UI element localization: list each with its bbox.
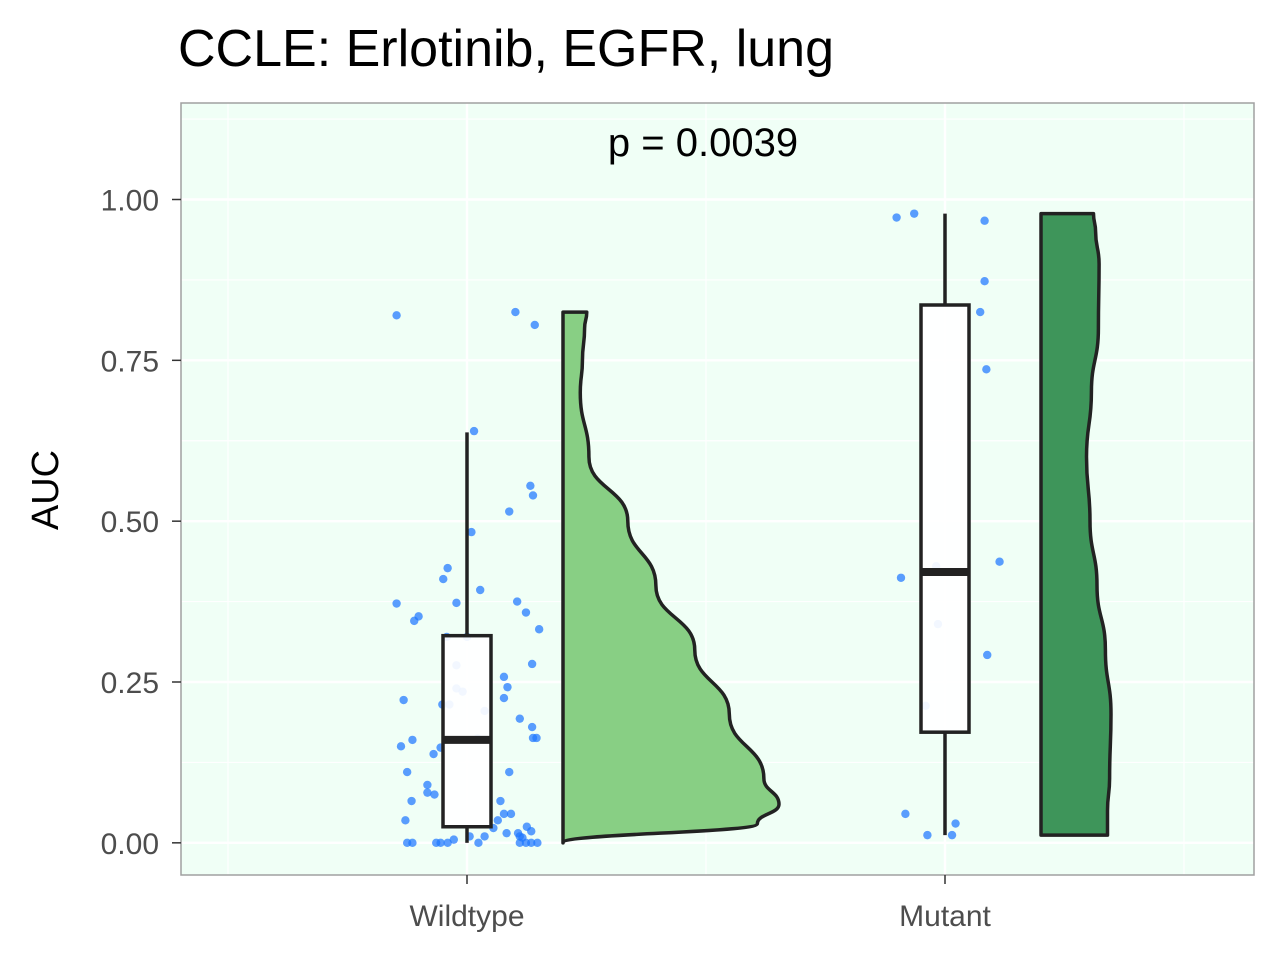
x-tick-label: Mutant bbox=[899, 900, 991, 933]
data-point bbox=[980, 277, 989, 286]
data-point bbox=[396, 742, 406, 751]
data-point bbox=[947, 830, 957, 840]
data-point bbox=[436, 838, 445, 848]
y-axis-label: AUC bbox=[25, 450, 67, 530]
data-point bbox=[505, 767, 514, 777]
data-point bbox=[496, 796, 505, 806]
data-point bbox=[443, 563, 452, 573]
data-point bbox=[995, 557, 1004, 566]
data-point bbox=[982, 365, 991, 374]
chart-title: CCLE: Erlotinib, EGFR, lung bbox=[178, 20, 834, 78]
p-value-annotation: p = 0.0039 bbox=[608, 121, 798, 165]
data-point bbox=[896, 573, 906, 582]
data-point bbox=[399, 695, 408, 705]
data-point bbox=[480, 832, 489, 841]
data-point bbox=[506, 809, 516, 819]
data-point bbox=[402, 767, 412, 777]
data-point bbox=[534, 625, 544, 634]
group-wildtype bbox=[392, 307, 781, 848]
y-tick-label: 0.50 bbox=[101, 506, 159, 539]
data-point bbox=[392, 599, 401, 608]
data-point bbox=[533, 838, 542, 848]
data-point bbox=[439, 574, 448, 584]
data-point bbox=[980, 216, 989, 225]
plot-border bbox=[180, 102, 1255, 876]
data-point bbox=[408, 838, 417, 848]
data-point bbox=[452, 598, 461, 608]
violin-wildtype bbox=[561, 310, 781, 845]
data-point bbox=[528, 491, 538, 500]
box-mutant bbox=[919, 303, 971, 734]
data-point bbox=[410, 616, 419, 626]
data-point bbox=[408, 735, 417, 745]
data-point bbox=[469, 426, 479, 436]
data-point bbox=[526, 481, 535, 490]
data-point bbox=[515, 714, 524, 723]
data-point bbox=[951, 819, 960, 828]
data-point bbox=[423, 788, 432, 797]
data-point bbox=[976, 307, 985, 317]
data-point bbox=[423, 780, 432, 790]
x-axis: Wildtype Mutant bbox=[409, 875, 992, 933]
data-point bbox=[499, 809, 509, 819]
violin-mutant bbox=[1039, 211, 1113, 837]
data-point bbox=[901, 809, 910, 819]
data-point bbox=[401, 816, 410, 825]
data-point bbox=[910, 209, 919, 218]
data-point bbox=[499, 693, 509, 703]
y-tick-label: 0.75 bbox=[101, 345, 159, 378]
x-tick-label: Wildtype bbox=[409, 900, 524, 933]
data-point bbox=[527, 827, 536, 836]
data-point bbox=[515, 838, 524, 848]
data-point bbox=[493, 816, 502, 825]
data-point bbox=[923, 830, 932, 840]
data-point bbox=[392, 311, 401, 320]
data-point bbox=[502, 828, 511, 838]
data-point bbox=[499, 672, 509, 682]
data-point bbox=[527, 722, 537, 732]
y-axis: 0.00 0.25 0.50 0.75 1.00 bbox=[101, 185, 181, 861]
data-point bbox=[429, 749, 438, 759]
data-point bbox=[407, 796, 416, 806]
data-point bbox=[449, 835, 458, 844]
data-point bbox=[511, 307, 520, 317]
data-point bbox=[521, 608, 531, 617]
y-tick-label: 0.00 bbox=[101, 828, 159, 861]
data-point bbox=[983, 650, 992, 660]
data-point bbox=[527, 838, 536, 848]
y-tick-label: 1.00 bbox=[101, 185, 159, 218]
box-wildtype bbox=[441, 633, 493, 829]
data-point bbox=[532, 733, 541, 743]
data-point bbox=[474, 838, 483, 848]
data-point bbox=[467, 527, 476, 537]
group-mutant bbox=[892, 209, 1113, 840]
data-point bbox=[476, 585, 485, 595]
data-point bbox=[527, 659, 537, 669]
data-point bbox=[530, 320, 539, 330]
data-point bbox=[503, 682, 512, 692]
data-point bbox=[430, 790, 439, 799]
data-point bbox=[512, 597, 522, 606]
data-point bbox=[892, 213, 901, 222]
data-point bbox=[505, 507, 514, 516]
data-groups bbox=[392, 209, 1113, 848]
y-tick-label: 0.25 bbox=[101, 667, 159, 700]
data-point bbox=[443, 838, 452, 848]
